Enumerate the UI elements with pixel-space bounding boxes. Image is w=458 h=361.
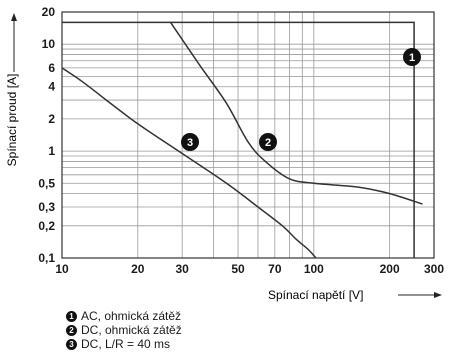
legend-item: 2 DC, ohmická zátěž [66,323,182,337]
y-tick-label: 6 [48,61,55,75]
series-1-ac-resistive-line [62,21,415,258]
legend: 1 AC, ohmická zátěž 2 DC, ohmická zátěž … [66,309,182,351]
curve-marker-2 [259,133,277,151]
x-tick-label: 30 [175,262,189,276]
y-axis-title-group: Spínací proud [A] [5,74,19,167]
x-tick-label: 10 [55,262,69,276]
grid-lines [61,11,435,259]
y-axis-arrow-head [11,13,17,21]
legend-marker: 3 [66,338,77,350]
x-axis-arrow-head [434,292,442,298]
y-tick-label: 1 [48,144,55,158]
legend-label: DC, ohmická zátěž [81,323,182,337]
curve-marker-3 [181,133,199,151]
legend-label: DC, L/R = 40 ms [81,337,171,351]
x-tick-labels: 10 20 30 50 70 100 200 300 [55,262,444,276]
x-axis-title: Spínací napětí [V] [268,288,363,302]
legend-item: 1 AC, ohmická zátěž [66,309,182,323]
y-tick-label: 0,5 [38,176,55,190]
x-tick-label: 100 [304,262,324,276]
legend-marker: 2 [66,324,77,336]
x-tick-label: 300 [424,262,444,276]
x-tick-label: 70 [268,262,282,276]
series-lines [61,21,423,259]
plot-frame [61,11,435,259]
y-tick-label: 0,3 [38,200,55,214]
curve-marker-label: 1 [409,52,415,64]
legend-marker: 1 [66,310,77,322]
y-tick-label: 20 [42,5,56,19]
curve-marker-label: 2 [265,137,271,149]
series-markers: 1 2 3 [181,48,421,151]
x-tick-label: 50 [231,262,245,276]
series-2-dc-resistive-line [169,21,423,205]
y-tick-label: 10 [42,37,56,51]
curve-marker-label: 3 [187,137,193,149]
y-tick-label: 4 [48,80,55,94]
y-axis-title: Spínací proud [A] [5,74,19,167]
curve-marker-1 [403,48,421,66]
x-tick-label: 200 [380,262,400,276]
legend-item: 3 DC, L/R = 40 ms [66,337,182,351]
y-tick-labels: 0,1 0,2 0,3 0,5 1 2 4 6 10 20 [38,5,55,265]
y-tick-label: 0,1 [38,251,55,265]
series-3-dc-inductive-line [61,67,317,259]
y-tick-label: 0,2 [38,219,55,233]
y-tick-label: 2 [48,112,55,126]
x-tick-label: 20 [131,262,145,276]
legend-label: AC, ohmická zátěž [81,309,182,323]
